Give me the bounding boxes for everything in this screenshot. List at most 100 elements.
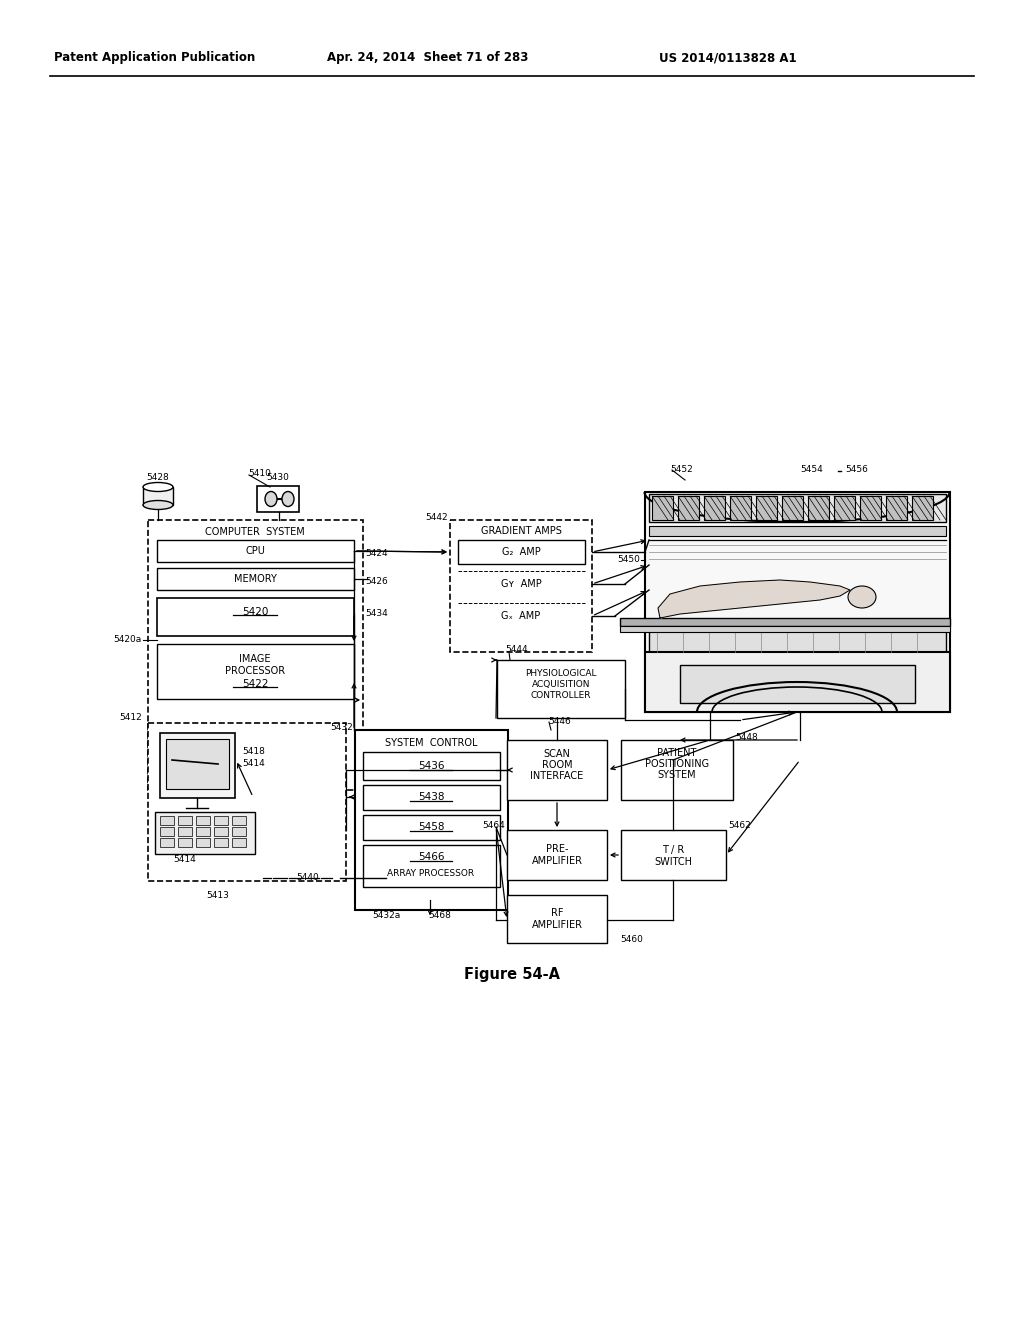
Text: 5440: 5440 bbox=[296, 873, 318, 882]
Bar bbox=[148, 723, 346, 880]
Text: RF: RF bbox=[551, 908, 563, 917]
Bar bbox=[155, 812, 255, 854]
Bar bbox=[649, 494, 946, 521]
Text: ACQUISITION: ACQUISITION bbox=[531, 681, 590, 689]
Bar bbox=[196, 828, 210, 836]
Bar bbox=[912, 496, 933, 520]
Text: 5434: 5434 bbox=[365, 610, 388, 619]
Text: 5420: 5420 bbox=[242, 607, 268, 616]
Bar bbox=[178, 816, 193, 825]
Bar bbox=[645, 492, 950, 711]
Text: 5444: 5444 bbox=[505, 645, 527, 655]
Bar bbox=[196, 838, 210, 847]
Text: AMPLIFIER: AMPLIFIER bbox=[531, 855, 583, 866]
Polygon shape bbox=[658, 579, 850, 618]
Text: 5426: 5426 bbox=[365, 577, 388, 586]
Ellipse shape bbox=[265, 491, 278, 507]
Text: IMAGE: IMAGE bbox=[240, 653, 270, 664]
Text: 5452: 5452 bbox=[670, 465, 693, 474]
Bar bbox=[450, 520, 592, 652]
Text: 5424: 5424 bbox=[365, 549, 388, 557]
Bar bbox=[214, 816, 228, 825]
Ellipse shape bbox=[282, 491, 294, 507]
Text: SYSTEM  CONTROL: SYSTEM CONTROL bbox=[385, 738, 477, 748]
Bar bbox=[705, 496, 725, 520]
Text: US 2014/0113828 A1: US 2014/0113828 A1 bbox=[659, 51, 797, 65]
Text: 5464: 5464 bbox=[482, 821, 505, 830]
Text: MEMORY: MEMORY bbox=[233, 574, 276, 583]
Bar bbox=[620, 626, 950, 632]
Bar bbox=[178, 838, 193, 847]
Text: 5420a: 5420a bbox=[114, 635, 142, 644]
Text: PHYSIOLOGICAL: PHYSIOLOGICAL bbox=[525, 669, 597, 678]
Text: 5412: 5412 bbox=[119, 714, 142, 722]
Text: SWITCH: SWITCH bbox=[654, 857, 692, 867]
Bar bbox=[143, 487, 173, 506]
Text: 5458: 5458 bbox=[418, 822, 444, 832]
Text: PATIENT: PATIENT bbox=[657, 748, 696, 758]
Text: T / R: T / R bbox=[662, 845, 684, 855]
Ellipse shape bbox=[143, 500, 173, 510]
Text: 5456: 5456 bbox=[845, 465, 868, 474]
Bar bbox=[756, 496, 777, 520]
Bar bbox=[232, 828, 246, 836]
Bar bbox=[157, 540, 354, 562]
Bar bbox=[166, 739, 229, 789]
Bar bbox=[160, 838, 174, 847]
Text: CONTROLLER: CONTROLLER bbox=[530, 692, 591, 701]
Bar bbox=[362, 785, 500, 810]
Text: 5468: 5468 bbox=[429, 911, 452, 920]
Bar bbox=[458, 572, 585, 597]
Text: 5448: 5448 bbox=[735, 734, 758, 742]
Bar bbox=[458, 605, 585, 628]
Text: 5462: 5462 bbox=[728, 821, 751, 830]
Bar bbox=[507, 830, 607, 880]
Bar bbox=[649, 525, 946, 536]
Bar bbox=[232, 838, 246, 847]
Ellipse shape bbox=[143, 483, 173, 491]
Bar bbox=[178, 828, 193, 836]
Bar bbox=[157, 644, 354, 700]
Bar bbox=[355, 730, 508, 909]
Text: 5432a: 5432a bbox=[372, 911, 400, 920]
Text: 5446: 5446 bbox=[548, 717, 570, 726]
Text: GRADIENT AMPS: GRADIENT AMPS bbox=[480, 525, 561, 536]
Text: 5422: 5422 bbox=[242, 678, 268, 689]
Bar bbox=[232, 816, 246, 825]
Text: 5460: 5460 bbox=[620, 936, 643, 945]
Text: Figure 54-A: Figure 54-A bbox=[464, 968, 560, 982]
Text: 5418: 5418 bbox=[242, 747, 265, 756]
Text: Gʏ  AMP: Gʏ AMP bbox=[501, 579, 542, 589]
Bar bbox=[362, 752, 500, 780]
Bar bbox=[808, 496, 829, 520]
Bar bbox=[362, 814, 500, 840]
Text: 5413: 5413 bbox=[207, 891, 229, 899]
Text: 5410: 5410 bbox=[248, 469, 271, 478]
Text: Apr. 24, 2014  Sheet 71 of 283: Apr. 24, 2014 Sheet 71 of 283 bbox=[328, 51, 528, 65]
Text: Gₓ  AMP: Gₓ AMP bbox=[502, 611, 541, 620]
Text: COMPUTER  SYSTEM: COMPUTER SYSTEM bbox=[205, 527, 305, 537]
Bar bbox=[860, 496, 881, 520]
Text: 5438: 5438 bbox=[418, 792, 444, 803]
Bar bbox=[620, 618, 950, 626]
Bar bbox=[621, 830, 726, 880]
Text: 5454: 5454 bbox=[800, 465, 822, 474]
Text: 5442: 5442 bbox=[425, 513, 449, 523]
Text: ROOM: ROOM bbox=[542, 760, 572, 770]
Text: INTERFACE: INTERFACE bbox=[530, 771, 584, 781]
Bar bbox=[157, 598, 354, 636]
Bar bbox=[680, 665, 915, 704]
Bar bbox=[834, 496, 855, 520]
Text: SCAN: SCAN bbox=[544, 748, 570, 759]
Text: 5450: 5450 bbox=[617, 556, 640, 565]
Text: 5432: 5432 bbox=[331, 723, 353, 733]
Text: 5414: 5414 bbox=[174, 855, 197, 865]
Bar bbox=[497, 660, 625, 718]
Text: Patent Application Publication: Patent Application Publication bbox=[54, 51, 256, 65]
Bar bbox=[257, 486, 299, 512]
Text: POSITIONING: POSITIONING bbox=[645, 759, 709, 770]
Text: 5428: 5428 bbox=[146, 474, 169, 483]
Text: SYSTEM: SYSTEM bbox=[657, 770, 696, 780]
Bar bbox=[886, 496, 907, 520]
Bar bbox=[507, 895, 607, 942]
